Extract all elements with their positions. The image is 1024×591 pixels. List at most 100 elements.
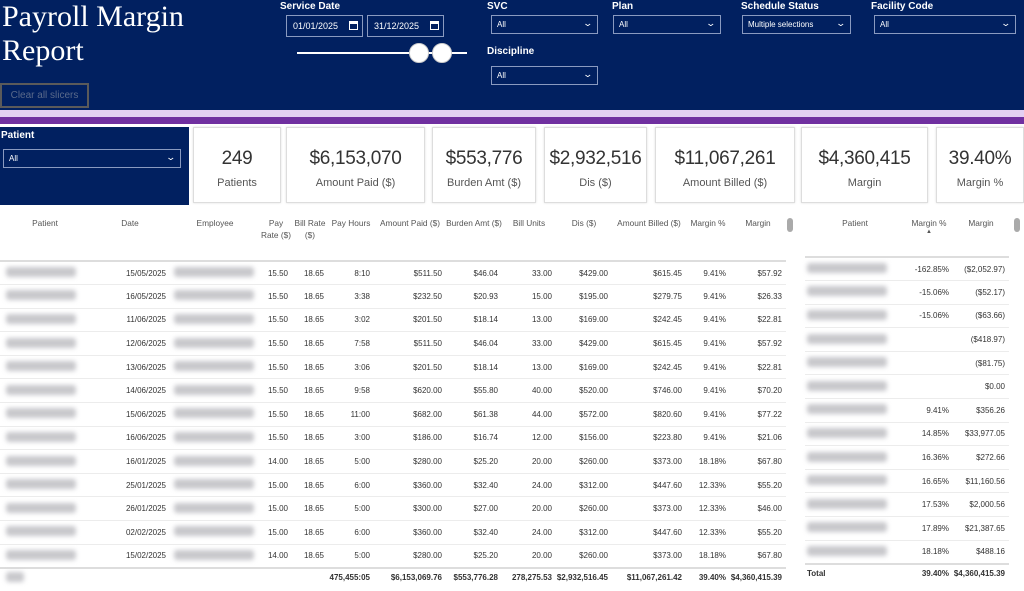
table-row[interactable]: 16/06/2025 15.50 18.65 3:00 $186.00 $16.74 12.… [0, 426, 786, 451]
kpi-label: Burden Amt ($) [447, 177, 521, 189]
table-cell: $447.60 [612, 520, 686, 545]
column-header[interactable]: Pay Hours [331, 218, 371, 228]
kpi-value: $553,776 [445, 148, 523, 169]
table-row[interactable]: 13/06/2025 15.50 18.65 3:06 $201.50 $18.14 13.… [0, 355, 786, 380]
column-header[interactable]: Patient [842, 218, 868, 228]
column-header[interactable]: Margin [745, 218, 771, 228]
table-cell: $572.00 [556, 402, 612, 427]
table-cell: 18.18% [686, 449, 730, 474]
margin-cell: $2,000.56 [953, 492, 1009, 518]
table-row[interactable]: -15.06% ($63.66) [805, 304, 1009, 329]
table-cell: $746.00 [612, 378, 686, 404]
chevron-down-icon: ⌄ [582, 18, 594, 28]
facility-code-dropdown[interactable]: All ⌄ [874, 15, 1016, 34]
discipline-dropdown[interactable]: All ⌄ [491, 66, 598, 85]
date-range-slider[interactable] [297, 52, 467, 54]
table-row[interactable]: 16/05/2025 15.50 18.65 3:38 $232.50 $20.93 15.… [0, 284, 786, 309]
plan-dropdown[interactable]: All ⌄ [613, 15, 721, 34]
table-row[interactable]: 17.53% $2,000.56 [805, 492, 1009, 518]
detail-table-scrollbar[interactable] [787, 218, 793, 232]
table-row[interactable]: 9.41% $356.26 [805, 398, 1009, 423]
table-cell: $260.00 [556, 496, 612, 522]
table-row[interactable]: ($418.97) [805, 327, 1009, 352]
column-header[interactable]: Burden Amt ($) [446, 218, 502, 228]
table-row[interactable]: 18.18% $488.16 [805, 540, 1009, 565]
table-row[interactable]: 11/06/2025 15.50 18.65 3:02 $201.50 $18.14 13.… [0, 308, 786, 333]
table-row[interactable]: ($81.75) [805, 351, 1009, 376]
employee-cell-redacted [170, 473, 260, 498]
table-cell: 5:00 [328, 496, 374, 522]
table-row[interactable]: 02/02/2025 15.00 18.65 6:00 $360.00 $32.40 24.… [0, 520, 786, 545]
column-header[interactable]: Amount Billed ($) [617, 218, 681, 228]
table-cell: $57.92 [730, 331, 786, 356]
column-header[interactable]: Bill Units [512, 218, 546, 228]
calendar-icon[interactable] [349, 21, 358, 30]
table-cell: $373.00 [612, 544, 686, 569]
end-date-input[interactable]: 31/12/2025 [367, 15, 444, 37]
patient-cell-redacted [805, 540, 905, 565]
table-row[interactable]: 14.85% $33,977.05 [805, 422, 1009, 447]
column-header[interactable]: Dis ($) [571, 218, 597, 228]
sort-ascending-icon[interactable]: ▲ [926, 229, 932, 235]
column-header[interactable]: Employee [196, 218, 234, 228]
column-header[interactable]: Date [121, 218, 139, 228]
column-header[interactable]: Margin % ▲ [905, 213, 953, 257]
margin-pct-cell: 17.89% [905, 516, 953, 541]
facility-code-value: All [880, 20, 889, 29]
column-header[interactable]: Amount Paid ($) [380, 218, 440, 228]
table-cell: 18.65 [292, 260, 328, 286]
schedule-status-dropdown[interactable]: Multiple selections ⌄ [742, 15, 851, 34]
kpi-card: $2,932,516 Dis ($) [544, 127, 647, 203]
table-cell: 18.65 [292, 496, 328, 522]
table-cell: 15.00 [260, 496, 292, 522]
table-row[interactable]: 25/01/2025 15.00 18.65 6:00 $360.00 $32.40 24.… [0, 473, 786, 498]
calendar-icon[interactable] [430, 21, 439, 30]
plan-value: All [619, 20, 628, 29]
slider-end-handle[interactable] [432, 43, 452, 63]
table-cell: 18.65 [292, 473, 328, 498]
column-header[interactable]: Margin % [690, 218, 726, 228]
patient-dropdown[interactable]: All ⌄ [3, 149, 181, 168]
column-header[interactable]: Patient [32, 218, 58, 228]
svc-dropdown[interactable]: All ⌄ [491, 15, 598, 34]
column-header[interactable]: Bill Rate ($) [294, 218, 326, 240]
table-row[interactable]: 16.65% $11,160.56 [805, 469, 1009, 494]
column-header[interactable]: Pay Rate ($) [261, 218, 291, 240]
table-row[interactable]: 14/06/2025 15.50 18.65 9:58 $620.00 $55.80 40.… [0, 378, 786, 404]
table-row[interactable]: 15/02/2025 14.00 18.65 5:00 $280.00 $25.20 20.… [0, 544, 786, 569]
table-row[interactable]: 12/06/2025 15.50 18.65 7:58 $511.50 $46.04 33.… [0, 331, 786, 356]
patient-cell-redacted [0, 449, 90, 474]
date-cell: 16/06/2025 [90, 426, 170, 451]
clear-all-slicers-button[interactable]: Clear all slicers [0, 83, 89, 108]
table-cell: $55.20 [730, 520, 786, 545]
table-row[interactable]: 26/01/2025 15.00 18.65 5:00 $300.00 $27.00 20.… [0, 496, 786, 522]
slider-start-handle[interactable] [409, 43, 429, 63]
table-row[interactable]: -162.85% ($2,052.97) [805, 256, 1009, 282]
table-row[interactable]: 16.36% $272.66 [805, 445, 1009, 470]
patient-table-scrollbar[interactable] [1014, 218, 1020, 232]
table-cell: $186.00 [374, 426, 446, 451]
redacted-name [174, 384, 254, 395]
redacted-name [807, 427, 887, 438]
chevron-down-icon: ⌄ [835, 18, 847, 28]
patient-value: All [9, 154, 18, 163]
patient-cell-redacted [805, 469, 905, 494]
start-date-input[interactable]: 01/01/2025 [286, 15, 363, 37]
service-date-label: Service Date [280, 1, 341, 12]
patient-cell-redacted [0, 402, 90, 427]
margin-cell: ($63.66) [953, 304, 1009, 329]
table-cell: $201.50 [374, 355, 446, 380]
date-cell: 16/01/2025 [90, 449, 170, 474]
table-row[interactable]: $0.00 [805, 374, 1009, 400]
table-cell: $242.45 [612, 308, 686, 333]
redacted-name [174, 337, 254, 348]
column-header[interactable]: Margin [968, 218, 994, 228]
table-row[interactable]: 16/01/2025 14.00 18.65 5:00 $280.00 $25.20 20.… [0, 449, 786, 474]
table-row[interactable]: 15/05/2025 15.50 18.65 8:10 $511.50 $46.04 33.… [0, 260, 786, 286]
table-row[interactable]: -15.06% ($52.17) [805, 280, 1009, 305]
table-row[interactable]: 15/06/2025 15.50 18.65 11:00 $682.00 $61.38 44… [0, 402, 786, 427]
table-row[interactable]: 17.89% $21,387.65 [805, 516, 1009, 541]
kpi-value: 39.40% [948, 148, 1012, 169]
table-cell: $57.92 [730, 260, 786, 286]
redacted-name [174, 290, 254, 301]
